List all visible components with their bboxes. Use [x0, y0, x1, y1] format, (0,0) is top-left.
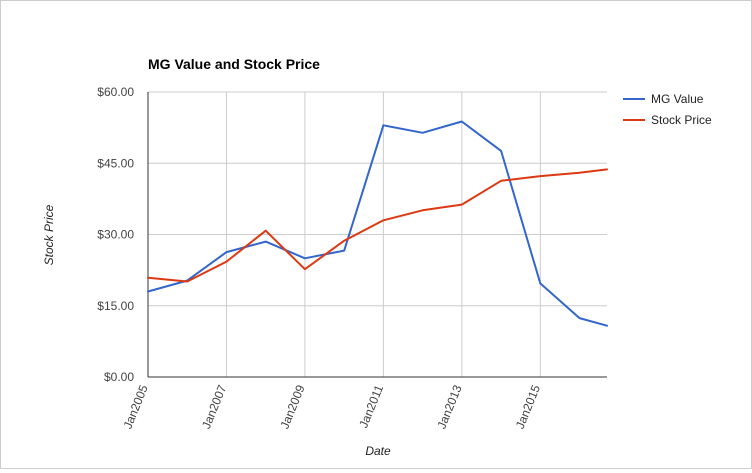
x-tick-label: Jan2013: [434, 383, 464, 431]
y-tick-label: $60.00: [97, 85, 134, 99]
x-axis-label: Date: [365, 444, 391, 458]
x-tick-label: Jan2015: [513, 383, 543, 431]
x-tick-label: Jan2009: [277, 383, 307, 431]
legend[interactable]: MG Value Stock Price: [623, 92, 712, 127]
y-tick-label: $45.00: [97, 156, 134, 170]
y-axis-label: Stock Price: [42, 204, 56, 265]
series-lines: [147, 120, 608, 327]
x-tick-label: Jan2011: [356, 383, 386, 430]
x-tick-label: Jan2007: [199, 383, 229, 431]
legend-label-mg-value: MG Value: [651, 92, 704, 106]
axes: $0.00 $15.00 $30.00 $45.00 $60.00 Jan2005 Jan2…: [97, 85, 607, 431]
series-line-stock-price: [147, 168, 608, 283]
y-tick-label: $30.00: [97, 228, 134, 242]
y-tick-label: $15.00: [97, 299, 134, 313]
y-tick-label: $0.00: [104, 370, 134, 384]
x-tick-label: Jan2005: [121, 383, 151, 431]
gridlines: [148, 91, 607, 377]
series-line-mg-value: [147, 120, 608, 327]
legend-label-stock-price: Stock Price: [651, 113, 712, 127]
chart-title: MG Value and Stock Price: [148, 56, 320, 72]
